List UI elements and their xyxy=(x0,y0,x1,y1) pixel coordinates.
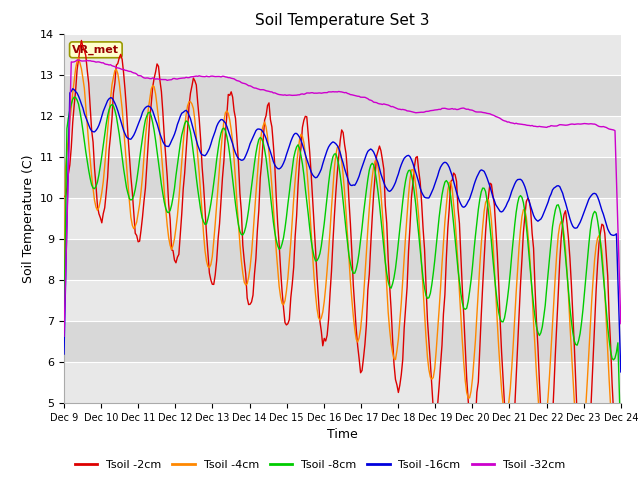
Bar xyxy=(64,116,621,157)
Bar xyxy=(64,34,621,75)
Bar xyxy=(64,157,621,198)
Legend: Tsoil -2cm, Tsoil -4cm, Tsoil -8cm, Tsoil -16cm, Tsoil -32cm: Tsoil -2cm, Tsoil -4cm, Tsoil -8cm, Tsoi… xyxy=(70,456,570,474)
Bar xyxy=(64,75,621,116)
Text: VR_met: VR_met xyxy=(72,45,119,55)
Bar xyxy=(64,321,621,362)
Bar xyxy=(64,280,621,321)
X-axis label: Time: Time xyxy=(327,429,358,442)
Bar xyxy=(64,198,621,239)
Bar xyxy=(64,239,621,280)
Bar xyxy=(64,362,621,403)
Title: Soil Temperature Set 3: Soil Temperature Set 3 xyxy=(255,13,429,28)
Y-axis label: Soil Temperature (C): Soil Temperature (C) xyxy=(22,154,35,283)
